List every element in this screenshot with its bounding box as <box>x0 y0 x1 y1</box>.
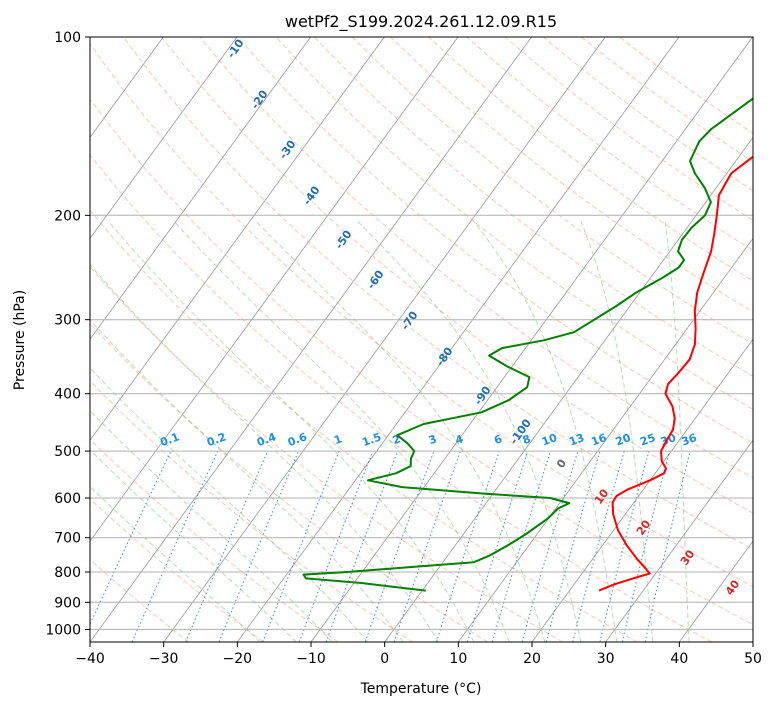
mixing-ratio-label: 2 <box>391 432 403 447</box>
mixing-ratio-label: 16 <box>589 431 608 449</box>
mixing-ratio-line <box>491 450 552 642</box>
dry-adiabat <box>90 558 190 642</box>
x-axis-label: Temperature (°C) <box>360 681 482 697</box>
mixing-ratio-line <box>325 450 399 642</box>
isotherm <box>163 37 606 642</box>
mixing-ratio-line <box>521 450 579 642</box>
x-axis: −40 −30 −20 −10 0 10 20 30 40 50 <box>75 642 762 667</box>
moist-adiabat <box>108 221 475 642</box>
dry-adiabat <box>313 37 753 377</box>
mixing-ratio-label: 10 <box>540 431 559 449</box>
x-tick-label: 50 <box>744 651 762 667</box>
mixing-ratio-line <box>298 450 374 642</box>
moist-adiabat <box>357 221 582 642</box>
moist-adiabat <box>90 410 333 642</box>
moist-adiabat <box>664 221 690 642</box>
mixing-ratio-line <box>572 450 625 642</box>
x-tick-label: −10 <box>296 651 326 667</box>
x-tick-label: −20 <box>223 651 253 667</box>
y-tick-label: 1000 <box>45 622 81 638</box>
x-tick-label: 30 <box>597 651 615 667</box>
isotherm <box>605 439 753 642</box>
x-tick-label: 10 <box>449 651 467 667</box>
mixing-ratio-label: 25 <box>638 431 657 448</box>
x-tick-label: −30 <box>149 651 179 667</box>
dry-adiabat <box>90 98 753 626</box>
isotherm <box>90 37 311 340</box>
mixing-ratio-label: 8 <box>521 432 533 447</box>
dry-adiabat <box>123 37 753 551</box>
mixing-ratio-label: 0.4 <box>255 430 278 449</box>
mixing-ratio-line <box>393 450 461 642</box>
y-tick-label: 700 <box>54 531 81 547</box>
y-axis-label: Pressure (hPa) <box>12 290 28 390</box>
y-tick-label: 200 <box>54 208 81 224</box>
moist-adiabat <box>90 449 297 642</box>
mixing-ratio-line <box>467 450 529 642</box>
mixing-ratio-label: 13 <box>567 431 586 448</box>
moist-adiabat <box>90 367 369 642</box>
dry-adiabat <box>161 37 753 514</box>
mixing-ratio-label: 1 <box>332 432 344 447</box>
pressure-gridlines <box>90 37 753 630</box>
y-tick-label: 500 <box>54 444 81 460</box>
plot-background <box>90 37 753 642</box>
chart-title: wetPf2_S199.2024.261.12.09.R15 <box>285 12 557 32</box>
dry-adiabat <box>90 265 563 642</box>
temperature-line <box>598 155 753 592</box>
mixing-ratio-line <box>545 450 601 642</box>
y-tick-label: 900 <box>54 595 81 611</box>
x-tick-label: 0 <box>380 651 389 667</box>
moist-adiabat <box>90 319 404 642</box>
plot-frame <box>89 36 754 643</box>
mixing-ratio-label: 3 <box>427 432 439 447</box>
x-tick-label: 40 <box>670 651 688 667</box>
mixing-ratio-line <box>644 450 691 642</box>
mixing-ratio-line <box>131 450 219 642</box>
mixing-ratio-label: 6 <box>492 432 504 447</box>
mixing-ratio-line <box>185 450 269 642</box>
y-tick-label: 300 <box>54 313 81 329</box>
dry-adiabat <box>90 42 753 588</box>
x-tick-label: 20 <box>523 651 541 667</box>
mixing-ratio-label: 20 <box>614 431 633 449</box>
mixing-ratio-label: 1.5 <box>360 430 383 449</box>
mixing-ratio-line <box>262 450 340 642</box>
y-tick-label: 400 <box>54 387 81 403</box>
background-lines <box>90 37 753 642</box>
isotherm <box>236 37 680 642</box>
sounding-series <box>302 97 753 592</box>
mixing-ratio-line <box>599 450 650 642</box>
mixing-ratio-line <box>435 450 500 642</box>
dewpoint-line <box>302 97 753 592</box>
isotherm <box>310 37 753 642</box>
x-tick-label: −40 <box>75 651 105 667</box>
y-axis: 100 200 300 400 500 600 700 800 900 1000 <box>45 30 90 638</box>
dry-adiabat <box>199 37 753 479</box>
mixing-ratio-label: 0.1 <box>158 430 181 449</box>
mixing-ratio-label: 0.2 <box>205 430 228 449</box>
isotherm <box>90 37 459 542</box>
dry-adiabat <box>352 37 753 345</box>
moist-adiabat <box>256 221 546 642</box>
isotherm <box>752 641 753 642</box>
y-tick-label: 100 <box>54 30 81 46</box>
mixing-ratio-line <box>218 450 299 642</box>
moist-adiabat <box>90 263 439 642</box>
mixing-ratio-label: 4 <box>453 432 465 447</box>
mixing-ratio-line <box>364 450 435 642</box>
dry-adiabat <box>90 153 712 642</box>
y-tick-label: 600 <box>54 491 81 507</box>
isotherm <box>90 37 238 240</box>
moist-adiabat <box>174 221 510 642</box>
y-tick-label: 800 <box>54 565 81 581</box>
mixing-ratio-label: 0.6 <box>286 430 309 449</box>
isotherm <box>457 237 753 642</box>
dry-adiabat <box>275 37 753 411</box>
isotherm <box>90 37 532 642</box>
mixing-ratio-label: 36 <box>680 431 699 449</box>
isotherm <box>90 37 385 441</box>
dry-adiabat <box>90 209 638 642</box>
